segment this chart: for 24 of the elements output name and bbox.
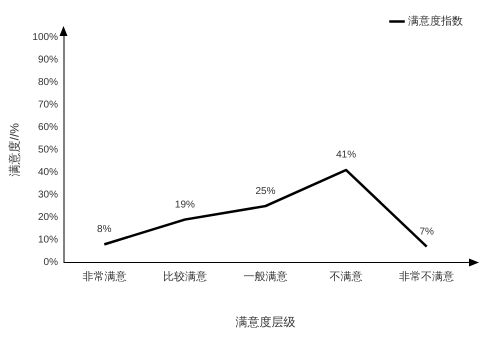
x-tick-label: 不满意 bbox=[330, 270, 363, 284]
x-tick-label: 非常不满意 bbox=[399, 270, 454, 284]
y-tick-label: 90% bbox=[38, 54, 58, 66]
x-tick-label: 一般满意 bbox=[243, 270, 288, 284]
y-tick-label: 50% bbox=[38, 144, 58, 156]
y-tick-label: 70% bbox=[38, 99, 58, 110]
y-tick-label: 0% bbox=[44, 257, 58, 268]
x-axis-title: 满意度层级 bbox=[235, 315, 296, 330]
data-label: 8% bbox=[97, 224, 112, 236]
y-tick-label: 80% bbox=[38, 76, 58, 88]
x-tick-label: 比较满意 bbox=[162, 270, 207, 284]
y-tick-label: 20% bbox=[38, 212, 58, 224]
y-tick-label: 40% bbox=[38, 166, 58, 178]
x-tick-label: 非常满意 bbox=[82, 270, 126, 284]
legend-label: 满意度指数 bbox=[408, 14, 463, 28]
data-label: 25% bbox=[255, 186, 276, 197]
y-tick-label: 10% bbox=[38, 234, 58, 246]
data-label: 7% bbox=[419, 226, 434, 238]
y-axis-title: 满意度//% bbox=[8, 122, 22, 176]
y-tick-label: 100% bbox=[32, 32, 58, 43]
y-tick-label: 60% bbox=[38, 122, 58, 133]
data-label: 41% bbox=[336, 150, 356, 161]
y-tick-label: 30% bbox=[38, 190, 58, 201]
data-label: 19% bbox=[174, 199, 195, 210]
